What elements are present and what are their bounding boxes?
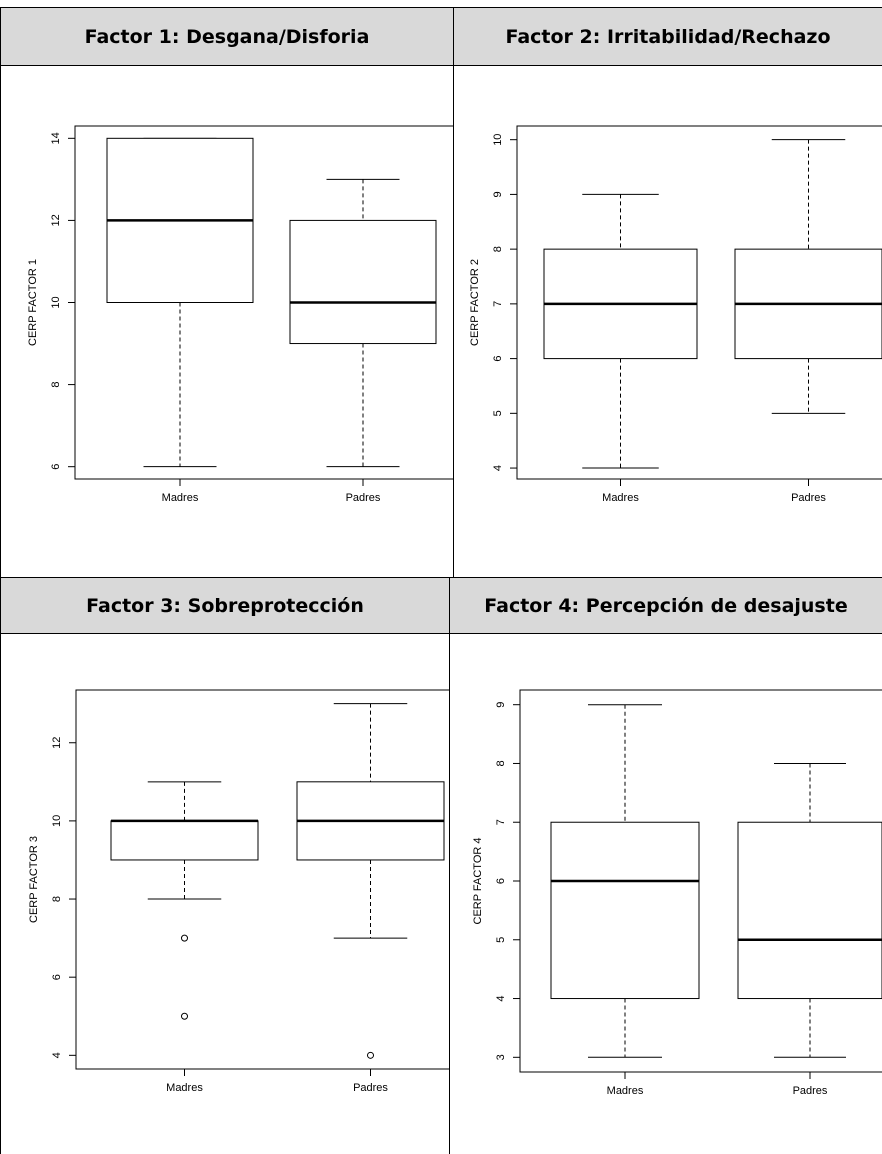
y-tick-label-5: 5 bbox=[492, 410, 504, 416]
boxplot-factor-3: 4 6 8 10 12 CERP FACTOR 3 Madres Padres bbox=[28, 689, 449, 1094]
plot-frame bbox=[75, 689, 449, 1070]
x-tick-label-padres: Padres bbox=[793, 1085, 828, 1097]
y-tick-label-4: 4 bbox=[51, 1052, 63, 1058]
y-tick-label-8: 8 bbox=[492, 246, 504, 252]
y-tick-label-6: 6 bbox=[492, 356, 504, 362]
y-tick-label-8: 8 bbox=[495, 760, 507, 766]
panel-title: Factor 4: Percepción de desajuste bbox=[450, 578, 882, 634]
y-tick-label-10: 10 bbox=[51, 815, 63, 827]
y-tick-label-12: 12 bbox=[50, 214, 62, 226]
y-axis-title: CERP FACTOR 3 bbox=[28, 836, 40, 923]
panel-factor-4: Factor 4: Percepción de desajuste 3 4 5 6 7 8… bbox=[450, 578, 882, 1154]
x-tick-label-padres: Padres bbox=[353, 1082, 388, 1094]
y-axis-title: CERP FACTOR 2 bbox=[469, 259, 481, 346]
y-tick-label-10: 10 bbox=[492, 134, 504, 146]
y-tick-label-6: 6 bbox=[495, 878, 507, 884]
box-padres bbox=[737, 821, 882, 1000]
outlier-madres-1 bbox=[181, 1012, 188, 1020]
y-axis-title: CERP FACTOR 4 bbox=[472, 837, 484, 924]
boxplot-factor-2: 4 5 6 7 8 9 10 CERP FACTOR 2 Madres Padres bbox=[469, 125, 882, 504]
outlier-padres-0 bbox=[367, 1051, 374, 1059]
y-tick-label-9: 9 bbox=[492, 191, 504, 197]
box-madres bbox=[110, 820, 259, 861]
x-tick-label-madres: Madres bbox=[602, 492, 639, 504]
y-tick-label-8: 8 bbox=[50, 382, 62, 388]
y-axis-title: CERP FACTOR 1 bbox=[27, 259, 39, 346]
panel-factor-3: Factor 3: Sobreprotección 4 6 8 10 12 CERP FA… bbox=[1, 578, 449, 1154]
box-padres bbox=[289, 219, 437, 345]
x-tick-label-madres: Madres bbox=[162, 492, 199, 504]
x-tick-label-madres: Madres bbox=[607, 1085, 644, 1097]
y-tick-label-14: 14 bbox=[50, 132, 62, 144]
outlier-madres-0 bbox=[181, 934, 188, 942]
y-tick-label-6: 6 bbox=[51, 974, 63, 980]
x-tick-label-padres: Padres bbox=[346, 492, 381, 504]
grid-divider-top bbox=[453, 7, 454, 577]
grid-border-left bbox=[0, 7, 1, 1154]
grid-row-divider bbox=[0, 577, 882, 578]
panel-factor-1: Factor 1: Desgana/Disforia 6 8 10 12 14 CERP … bbox=[1, 8, 453, 577]
y-tick-label-3: 3 bbox=[495, 1054, 507, 1060]
x-tick-label-padres: Padres bbox=[791, 492, 826, 504]
panel-factor-2: Factor 2: Irritabilidad/Rechazo 4 5 6 7 8 9 10… bbox=[454, 8, 882, 577]
grid-border-top bbox=[0, 7, 882, 8]
plot-frame bbox=[516, 125, 882, 480]
y-tick-label-4: 4 bbox=[495, 995, 507, 1001]
y-tick-label-7: 7 bbox=[492, 301, 504, 307]
y-tick-label-8: 8 bbox=[51, 896, 63, 902]
panel-title: Factor 2: Irritabilidad/Rechazo bbox=[454, 8, 882, 66]
y-tick-label-6: 6 bbox=[50, 464, 62, 470]
y-tick-label-12: 12 bbox=[51, 737, 63, 749]
y-tick-label-10: 10 bbox=[50, 296, 62, 308]
y-tick-label-7: 7 bbox=[495, 819, 507, 825]
boxplot-factor-1: 6 8 10 12 14 CERP FACTOR 1 Madres Padres bbox=[27, 125, 453, 504]
panel-title: Factor 3: Sobreprotección bbox=[1, 578, 449, 634]
grid-divider-bottom bbox=[449, 577, 450, 1154]
boxplot-factor-4: 3 4 5 6 7 8 9 CERP FACTOR 4 Madres Padres bbox=[472, 689, 882, 1097]
x-tick-label-madres: Madres bbox=[166, 1082, 203, 1094]
panel-title: Factor 1: Desgana/Disforia bbox=[1, 8, 453, 66]
y-tick-label-5: 5 bbox=[495, 937, 507, 943]
y-tick-label-4: 4 bbox=[492, 465, 504, 471]
box-madres bbox=[550, 821, 700, 1000]
y-tick-label-9: 9 bbox=[495, 702, 507, 708]
